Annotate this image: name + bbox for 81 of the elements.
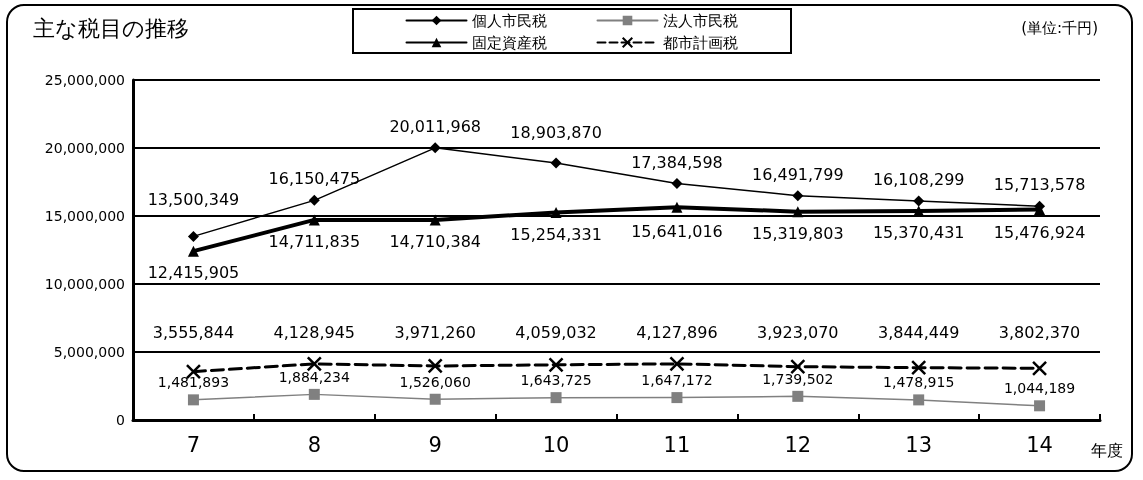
x-tick-label: 11	[663, 432, 691, 457]
data-label: 3,923,070	[757, 323, 839, 343]
data-label: 3,844,449	[877, 323, 960, 343]
point	[308, 388, 320, 400]
data-label: 20,011,968	[389, 116, 481, 136]
y-tick-label: 15,000,000	[44, 208, 125, 224]
y-tick-label: 25,000,000	[44, 72, 125, 88]
data-label: 15,319,803	[752, 223, 844, 243]
data-label: 4,128,945	[273, 323, 356, 343]
point	[1031, 360, 1048, 377]
point	[429, 142, 441, 154]
point	[429, 214, 441, 226]
point	[671, 201, 683, 213]
point	[550, 392, 562, 404]
point	[669, 356, 685, 372]
x-tick-label: 13	[905, 432, 933, 457]
point	[308, 194, 320, 206]
point	[187, 394, 199, 406]
point	[671, 392, 683, 404]
y-tick-label: 10,000,000	[44, 276, 125, 292]
data-label: 16,150,475	[268, 169, 361, 189]
point	[429, 393, 441, 405]
x-tick-label: 14	[1026, 432, 1053, 457]
x-tick-label: 12	[784, 432, 812, 457]
data-label: 17,384,598	[631, 152, 723, 172]
x-tick-label: 8	[307, 432, 321, 457]
point	[790, 358, 806, 375]
point	[1034, 400, 1046, 412]
point	[671, 178, 683, 190]
data-label: 3,555,844	[152, 323, 235, 343]
point	[913, 195, 925, 207]
y-tick-label: 20,000,000	[44, 140, 125, 156]
data-label: 15,476,924	[993, 222, 1086, 242]
data-label: 1,481,893	[157, 374, 230, 391]
data-label: 1,478,915	[883, 374, 955, 391]
data-label: 1,739,502	[762, 370, 834, 387]
data-label: 4,059,032	[515, 323, 597, 343]
point	[792, 390, 804, 402]
point	[306, 356, 323, 372]
data-label: 15,641,016	[631, 222, 723, 242]
point	[910, 359, 927, 376]
x-tick-label: 10	[542, 432, 570, 457]
legend-label: 法人市民税	[662, 11, 738, 30]
point	[792, 190, 804, 202]
data-label: 14,710,384	[389, 231, 481, 251]
point	[308, 214, 320, 226]
data-label: 4,127,896	[636, 323, 718, 343]
text: (単位:千円)	[1021, 18, 1099, 37]
x-tick-label: 7	[186, 432, 201, 457]
data-label: 1,526,060	[399, 373, 471, 390]
x-axis-title: 年度	[1091, 440, 1123, 460]
data-label: 16,491,799	[752, 164, 844, 184]
data-label: 14,711,835	[268, 231, 361, 251]
data-label: 1,643,725	[520, 372, 592, 389]
point	[187, 230, 199, 242]
data-label: 3,971,260	[394, 323, 476, 343]
data-label: 1,044,189	[1003, 380, 1076, 397]
data-label: 1,647,172	[641, 372, 713, 389]
point	[187, 245, 199, 257]
y-tick-label: 5,000,000	[53, 344, 125, 360]
legend-label: 個人市民税	[471, 11, 547, 30]
point	[913, 394, 925, 406]
point	[550, 157, 562, 169]
data-label: 15,370,431	[872, 222, 965, 242]
data-label: 1,884,234	[278, 368, 351, 385]
point	[792, 206, 804, 218]
legend-label: 固定資産税	[471, 33, 547, 52]
point	[548, 357, 564, 373]
data-label: 3,802,370	[998, 322, 1081, 342]
legend-label: 都市計画税	[662, 33, 738, 52]
data-label: 12,415,905	[147, 263, 240, 283]
chart-title: 主な税目の推移	[33, 15, 189, 41]
data-label: 15,713,578	[993, 175, 1086, 195]
data-label: 16,108,299	[872, 169, 965, 189]
point	[427, 358, 443, 374]
data-label: 13,500,349	[147, 190, 240, 210]
y-tick-label: 0	[116, 412, 125, 428]
x-tick-label: 9	[428, 432, 442, 457]
data-label: 18,903,870	[510, 122, 602, 142]
data-label: 15,254,331	[510, 224, 602, 244]
point	[550, 207, 562, 219]
